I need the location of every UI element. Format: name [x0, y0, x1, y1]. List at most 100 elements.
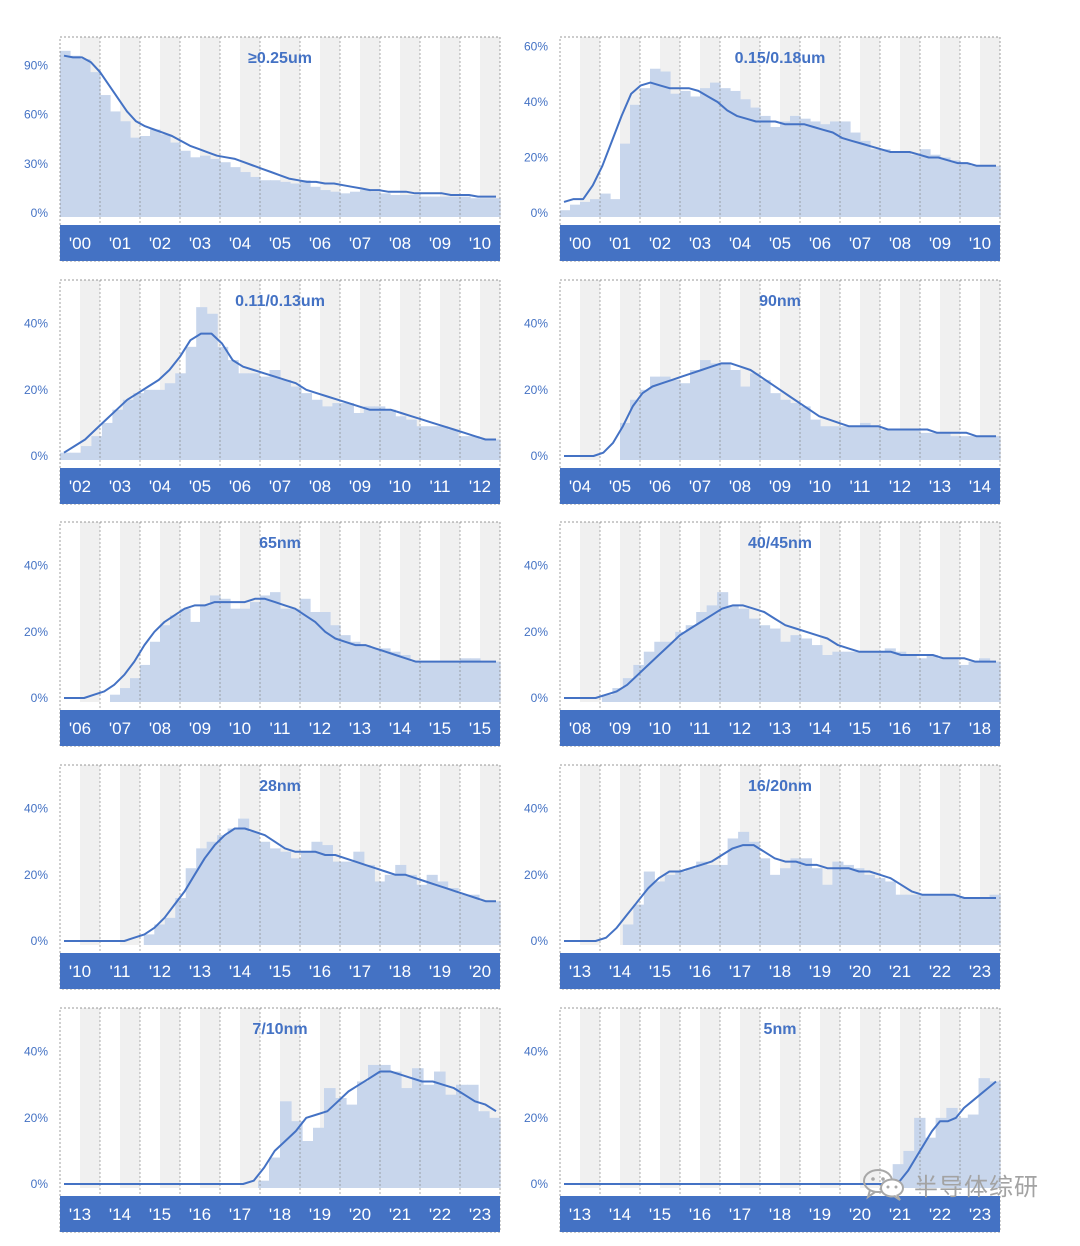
year-stripe [440, 37, 460, 217]
y-tick-label: 90% [24, 59, 48, 73]
data-bar [400, 194, 411, 217]
data-bar [780, 121, 791, 217]
data-bar [622, 924, 634, 945]
data-bar [164, 383, 176, 460]
trend-line [564, 844, 996, 942]
data-bar [479, 901, 491, 945]
x-tick-label: '22 [429, 1205, 451, 1224]
data-bar [210, 595, 221, 702]
data-bar [811, 645, 823, 702]
chart-panel-6: '08 '09 '10 '11 '12 '13 '14 '15 '16 '17 '18 0% 20% 40… [510, 521, 1010, 760]
year-stripe [320, 37, 340, 217]
data-bar [800, 406, 811, 460]
data-bar [790, 858, 802, 945]
x-tick-label: '22 [929, 1205, 951, 1224]
data-bar [720, 363, 731, 460]
data-bar [706, 605, 718, 702]
data-bar [258, 1180, 270, 1188]
year-stripe [620, 522, 640, 702]
x-axis-band [60, 1196, 500, 1232]
data-bar [650, 68, 661, 217]
chart-svg: '08 '09 '10 '11 '12 '13 '14 '15 '16 '17 '18 0% 20% 40… [524, 521, 1001, 747]
data-bar [154, 389, 166, 460]
data-bar [489, 1117, 501, 1188]
data-bar [133, 393, 145, 460]
x-tick-label: '05 [769, 234, 791, 253]
data-bar [850, 426, 861, 460]
data-bar [958, 664, 970, 702]
data-bar [350, 641, 361, 702]
data-bar [112, 409, 124, 460]
data-bar [311, 399, 323, 460]
chart-panel-7: '10 '11 '12 '13 '14 '15 '16 '17 '18 '19 '20 0% 20% 40… [10, 764, 510, 1003]
data-bar [760, 115, 771, 217]
data-bar [910, 429, 921, 460]
data-bar [416, 426, 428, 460]
data-bar [748, 618, 760, 702]
year-stripe [80, 1008, 100, 1188]
data-bar [80, 446, 93, 460]
chart-svg: '04 '05 '06 '07 '08 '09 '10 '11 '12 '13 '14 0% 20% 40… [524, 279, 1001, 505]
x-tick-label: '02 [69, 477, 91, 496]
data-bar [384, 409, 396, 460]
data-bar [700, 360, 711, 460]
data-bar [434, 1071, 446, 1188]
y-tick-label: 0% [531, 1177, 549, 1191]
data-bar [230, 167, 241, 217]
data-bar [780, 641, 792, 702]
x-tick-label: '19 [429, 962, 451, 981]
x-tick-label: '18 [269, 1205, 291, 1224]
data-bar [895, 651, 907, 702]
x-tick-label: '13 [349, 719, 371, 738]
trend-line [63, 54, 496, 198]
data-bar [300, 598, 311, 702]
x-tick-label: '23 [469, 1205, 491, 1224]
data-bar [190, 621, 201, 702]
x-tick-label: '11 [110, 962, 131, 981]
data-bar [900, 429, 911, 460]
data-bar [863, 651, 875, 702]
x-tick-label: '10 [389, 477, 411, 496]
data-bar [395, 864, 407, 945]
data-bar [654, 641, 666, 702]
data-bar [960, 436, 971, 460]
x-tick-label: '08 [569, 719, 591, 738]
x-tick-label: '15 [469, 719, 491, 738]
data-bar [470, 658, 481, 702]
x-tick-label: '10 [69, 962, 91, 981]
data-bar [70, 452, 82, 460]
data-bar [467, 1084, 479, 1188]
y-tick-label: 40% [24, 317, 48, 331]
data-bar [290, 183, 301, 217]
data-bar [350, 191, 361, 217]
data-bar [717, 592, 729, 702]
y-tick-label: 0% [531, 206, 549, 220]
year-stripe [440, 522, 460, 702]
data-bar [664, 874, 676, 945]
data-bar [490, 661, 501, 702]
x-tick-label: '21 [889, 1205, 911, 1224]
chart-panel-9: '13 '14 '15 '16 '17 '18 '19 '20 '21 '22 '23 0% 20% 40… [10, 1007, 510, 1246]
chart-title: ≥0.25um [248, 50, 312, 67]
x-tick-label: '11 [850, 477, 871, 496]
y-tick-label: 0% [31, 691, 49, 705]
data-bar [620, 143, 631, 217]
year-stripe [580, 522, 600, 702]
data-bar [101, 422, 113, 460]
data-bar [332, 861, 344, 945]
watermark-text: 半导体综研 [914, 1172, 1039, 1201]
data-bar [240, 608, 251, 702]
data-bar [412, 1068, 424, 1188]
data-bar [989, 1081, 1001, 1188]
x-tick-label: '05 [609, 477, 631, 496]
data-bar [290, 608, 301, 702]
chart-title: 65nm [259, 535, 301, 552]
x-tick-label: '20 [849, 1205, 871, 1224]
data-bar [238, 818, 250, 945]
x-tick-label: '21 [389, 1205, 411, 1224]
data-bar [769, 874, 781, 945]
data-bar [110, 111, 121, 217]
data-bar [320, 190, 331, 217]
x-tick-label: '00 [569, 234, 591, 253]
x-tick-label: '14 [109, 1205, 131, 1224]
